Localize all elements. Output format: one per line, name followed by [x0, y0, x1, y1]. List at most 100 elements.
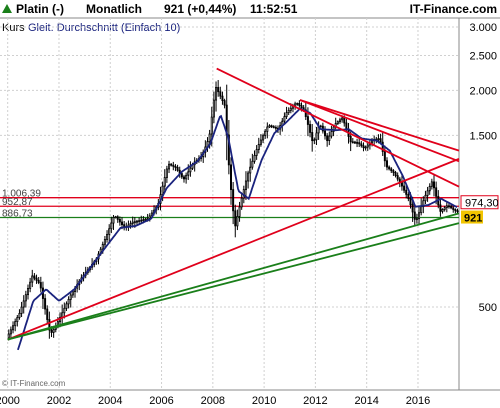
candle-down — [48, 319, 51, 331]
x-tick-label: 2014 — [354, 395, 378, 407]
candle-up — [287, 110, 290, 113]
candle-down — [50, 329, 53, 333]
candle-up — [257, 143, 260, 151]
candle-up — [415, 218, 418, 221]
candle-up — [236, 216, 239, 227]
candle-up — [131, 221, 134, 224]
candle-up — [20, 306, 23, 314]
candle-down — [274, 126, 277, 129]
candle-up — [185, 174, 188, 180]
candle-up — [142, 219, 145, 222]
candle-up — [328, 135, 331, 142]
candle-down — [35, 277, 38, 281]
candle-up — [187, 171, 190, 176]
candle-down — [383, 151, 386, 162]
candle-down — [324, 130, 327, 137]
y-tick-label: 2.000 — [469, 85, 497, 97]
candle-up — [129, 223, 132, 226]
up-arrow-icon — [2, 4, 12, 13]
candle-up — [443, 207, 446, 210]
candle-up — [283, 116, 286, 122]
candle-up — [24, 294, 27, 302]
last-price-label: 921 — [464, 213, 482, 225]
candle-up — [330, 131, 333, 137]
candle-down — [170, 163, 173, 166]
candle-up — [189, 167, 192, 173]
candle-down — [407, 194, 410, 199]
watermark: © IT-Finance.com — [2, 379, 66, 388]
candle-down — [400, 182, 403, 187]
candle-up — [251, 160, 254, 168]
candle-up — [285, 112, 288, 118]
candle-up — [114, 216, 117, 219]
candle-up — [445, 205, 448, 209]
candle-up — [101, 243, 104, 250]
candle-up — [69, 294, 72, 300]
moving-average-line — [17, 107, 458, 351]
candle-up — [249, 166, 252, 174]
candle-up — [138, 220, 141, 223]
candle-down — [356, 141, 359, 144]
candle-down — [33, 275, 36, 279]
candle-down — [385, 160, 388, 168]
moving-average — [17, 107, 458, 351]
grid-lines — [0, 18, 459, 390]
last-price-badge: 921 — [461, 210, 483, 225]
candle-up — [65, 303, 68, 309]
support-trendline — [7, 212, 460, 341]
candle-down — [396, 175, 399, 180]
y-tick-label: 3.000 — [469, 22, 497, 34]
candle-up — [108, 228, 111, 235]
candle-down — [37, 279, 40, 283]
last-quote: 921 (+0,44%) — [164, 2, 236, 16]
candle-down — [272, 126, 275, 128]
candle-up — [259, 139, 262, 145]
candle-down — [388, 166, 391, 170]
candle-up — [428, 185, 431, 192]
ma-legend-label: Gleit. Durchschnitt (Einfach 10) — [28, 22, 180, 34]
candle-up — [9, 329, 12, 335]
candle-up — [244, 180, 247, 191]
candle-up — [420, 206, 423, 214]
marked-level-label: 974,30 — [465, 198, 499, 210]
candle-up — [61, 312, 64, 318]
candle-up — [430, 181, 433, 187]
candle-down — [349, 135, 352, 143]
candle-down — [311, 132, 314, 142]
candle-up — [338, 119, 341, 123]
candle-up — [110, 222, 113, 230]
y-tick-label: 500 — [479, 302, 497, 314]
candle-down — [319, 125, 322, 128]
candle-down — [447, 205, 450, 208]
resistance-trendline — [7, 158, 460, 341]
candle-down — [439, 204, 442, 212]
candle-down — [362, 145, 365, 149]
candle-up — [424, 194, 427, 202]
resistance-trendline — [216, 67, 460, 188]
marked-level-badge: 974,30 — [460, 195, 499, 210]
candle-down — [394, 172, 397, 176]
candle-down — [403, 185, 406, 191]
candle-up — [18, 312, 21, 318]
candle-down — [343, 117, 346, 124]
candle-up — [67, 299, 70, 305]
candle-down — [405, 189, 408, 195]
candle-up — [296, 103, 299, 105]
x-tick-label: 2008 — [201, 395, 225, 407]
candle-up — [215, 86, 218, 101]
candle-up — [163, 177, 166, 187]
horizontal-level-label: 886,73 — [2, 208, 33, 219]
candle-up — [315, 132, 318, 141]
candle-down — [360, 143, 363, 147]
candle-up — [341, 117, 344, 121]
candle-down — [221, 95, 224, 102]
price-legend-label: Kurs — [2, 22, 25, 34]
candle-up — [210, 116, 213, 135]
candle-up — [29, 281, 32, 289]
candle-up — [289, 107, 292, 111]
candle-up — [165, 168, 168, 178]
candle-down — [227, 134, 230, 166]
candle-up — [264, 130, 267, 137]
candle-up — [366, 144, 369, 148]
